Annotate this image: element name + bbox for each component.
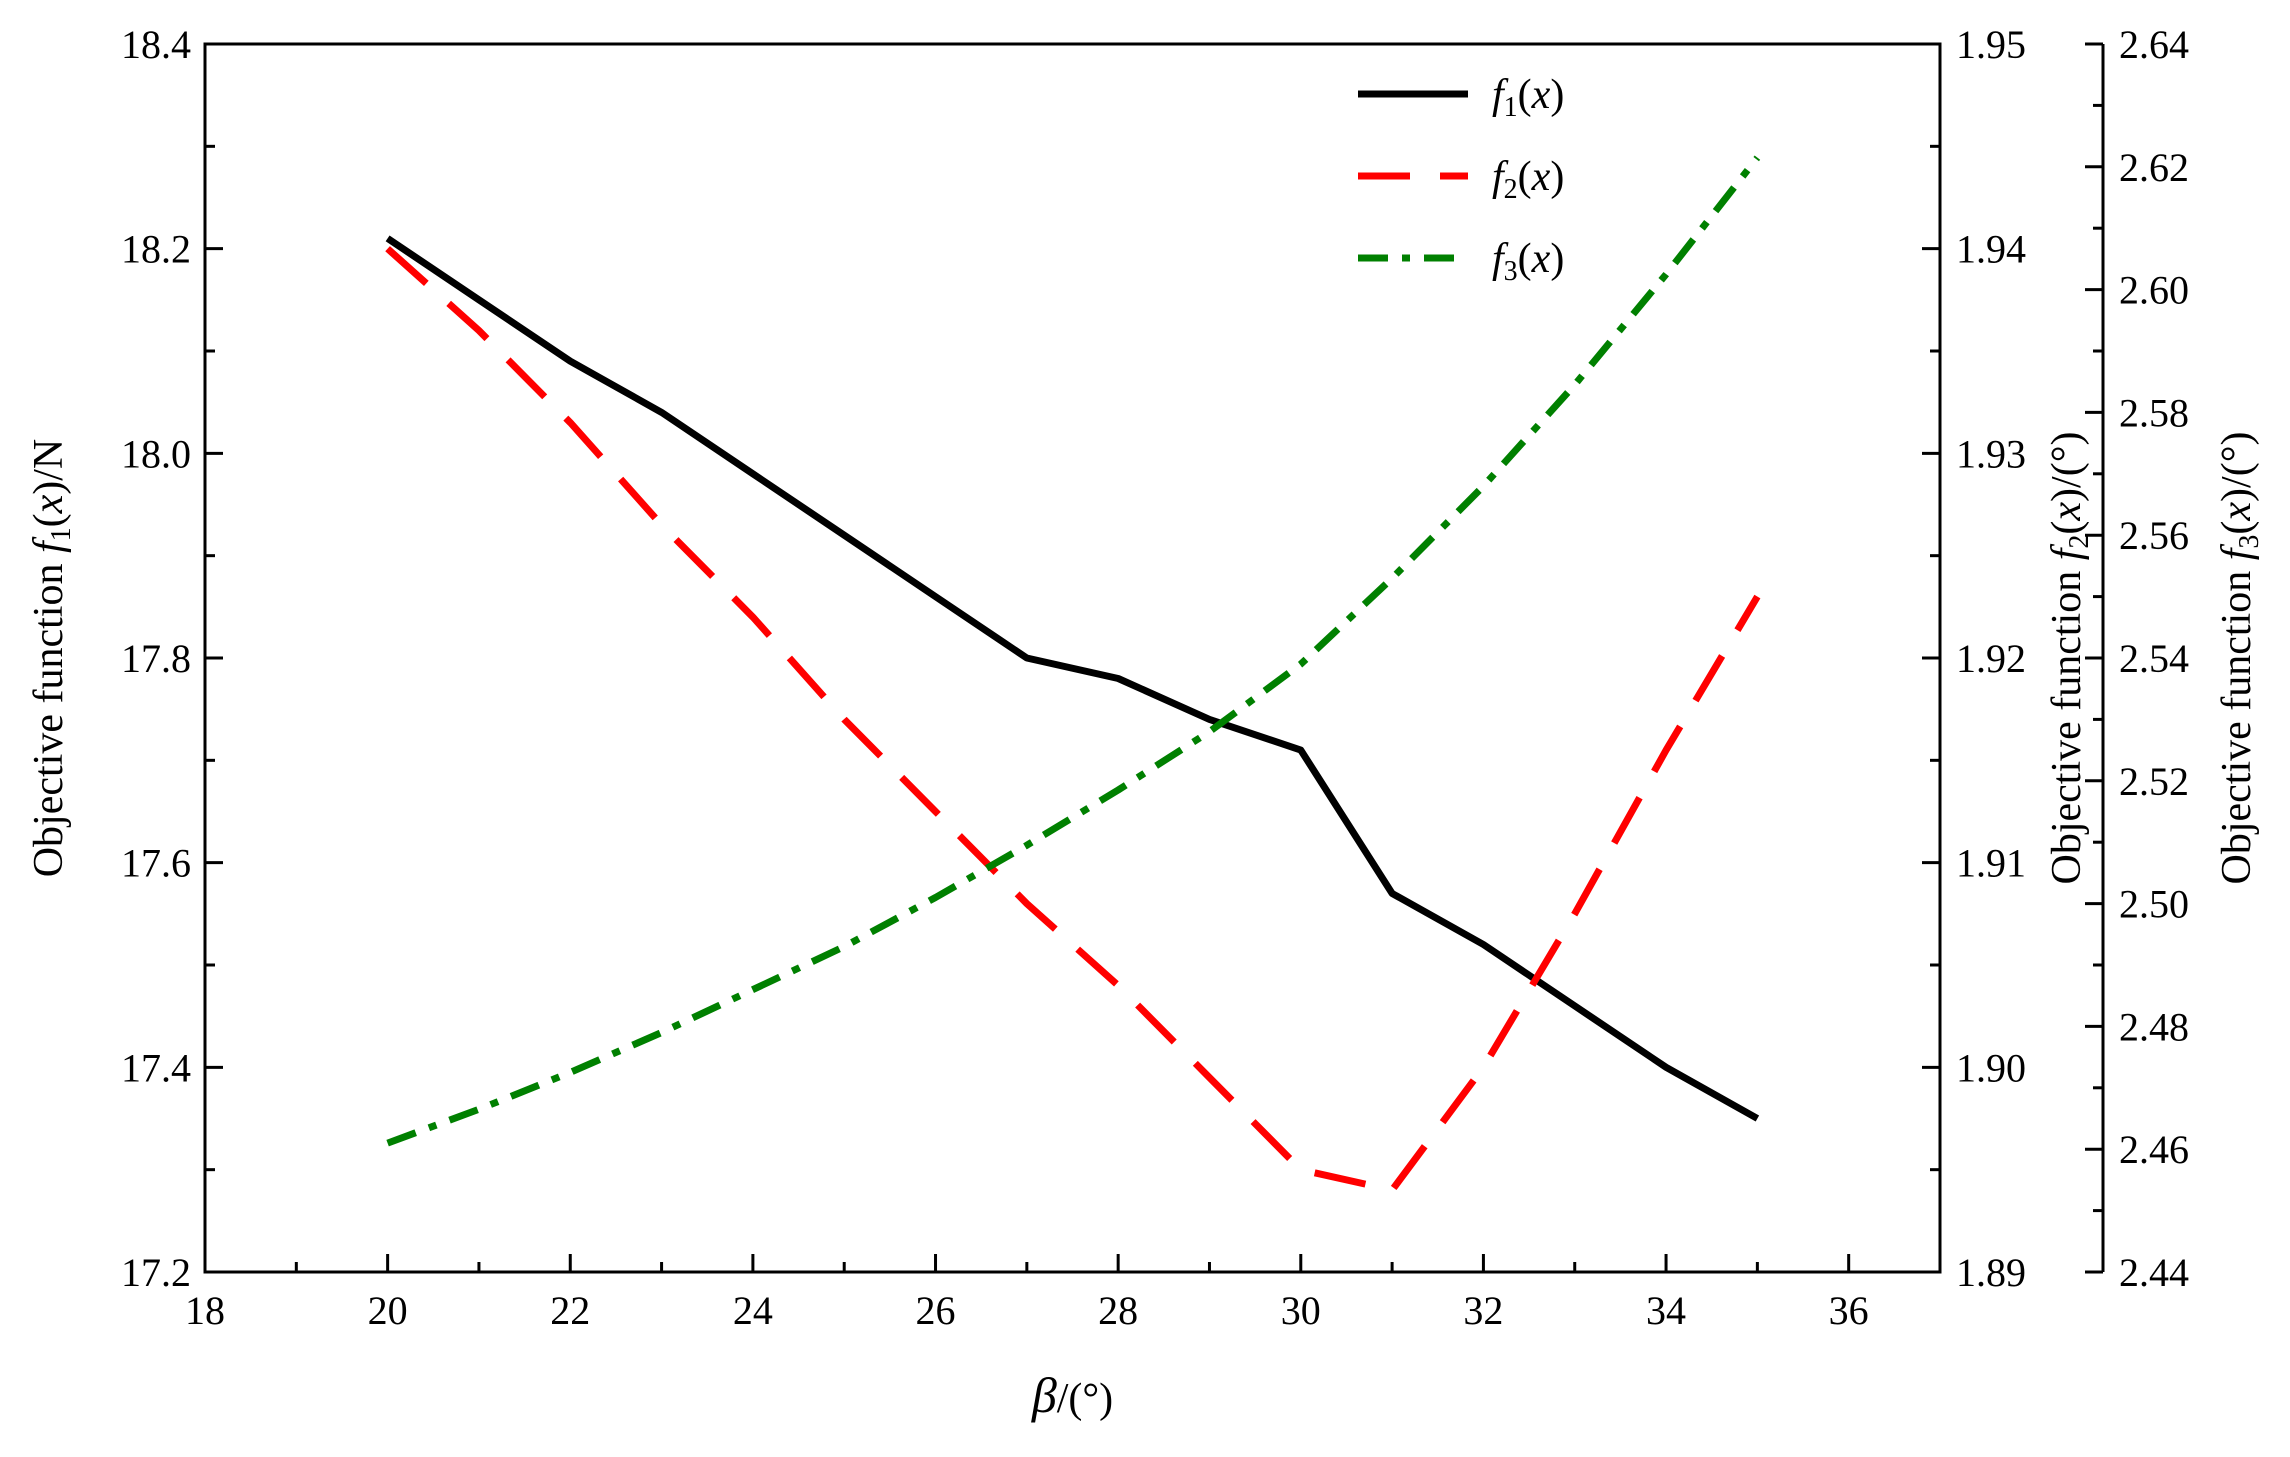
y1-tick-label: 18.4 [121, 22, 191, 67]
x-tick-label: 26 [916, 1288, 956, 1333]
y1-tick-label: 17.4 [121, 1045, 191, 1090]
y3-tick-label: 2.44 [2119, 1250, 2189, 1295]
y3-tick-label: 2.48 [2119, 1004, 2189, 1049]
legend-label: f2(x) [1492, 154, 1564, 205]
x-tick-label: 28 [1098, 1288, 1138, 1333]
y3-tick-label: 2.46 [2119, 1127, 2189, 1172]
legend-label: f3(x) [1492, 236, 1564, 287]
y3-tick-label: 2.52 [2119, 759, 2189, 804]
x-tick-label: 30 [1281, 1288, 1321, 1333]
legend: f1(x) f2(x) f3(x) [1358, 72, 1564, 287]
series-line-f1x [385, 235, 1760, 1122]
series-line-f2x [385, 246, 1761, 1194]
y3-axis-title: Objective function f3(x)/(°) [2214, 432, 2265, 885]
y2-tick-label: 1.89 [1956, 1250, 2026, 1295]
y1-tick-label: 17.6 [121, 841, 191, 886]
y3-tick-label: 2.60 [2119, 268, 2189, 313]
y3-tick-label: 2.50 [2119, 882, 2189, 927]
series-line-f3x [386, 155, 1761, 1147]
x-tick-label: 18 [185, 1288, 225, 1333]
y2-tick-label: 1.93 [1956, 431, 2026, 476]
y2-tick-label: 1.90 [1956, 1045, 2026, 1090]
y2-tick-label: 1.91 [1956, 841, 2026, 886]
y3-tick-label: 2.54 [2119, 636, 2189, 681]
plot-frame [203, 42, 1942, 1274]
y1-tick-label: 18.2 [121, 227, 191, 272]
y2-tick-label: 1.92 [1956, 636, 2026, 681]
y1-axis-title: Objective function f1(x)/N [26, 439, 77, 878]
y2-tick-label: 1.95 [1956, 22, 2026, 67]
plot-area [385, 155, 1761, 1194]
x-tick-label: 32 [1463, 1288, 1503, 1333]
y1-tick-label: 17.2 [121, 1250, 191, 1295]
x-tick-label: 34 [1646, 1288, 1686, 1333]
x-tick-label: 20 [368, 1288, 408, 1333]
y3-tick-label: 2.64 [2119, 22, 2189, 67]
x-tick-label: 22 [550, 1288, 590, 1333]
axes: 18 20 22 24 26 28 30 32 34 36 β/(°) 17.2 17.4 17.6 17.… [26, 22, 2265, 1423]
legend-label: f1(x) [1492, 72, 1564, 123]
y2-tick-label: 1.94 [1956, 227, 2026, 272]
x-tick-label: 24 [733, 1288, 773, 1333]
y3-tick-label: 2.56 [2119, 513, 2189, 558]
y1-tick-label: 17.8 [121, 636, 191, 681]
x-axis-title: β/(°) [1031, 1367, 1113, 1423]
x-tick-label: 36 [1829, 1288, 1869, 1333]
y1-tick-label: 18.0 [121, 431, 191, 476]
y3-tick-label: 2.62 [2119, 145, 2189, 190]
y3-tick-label: 2.58 [2119, 390, 2189, 435]
y2-axis-title: Objective function f2(x)/(°) [2044, 432, 2095, 885]
